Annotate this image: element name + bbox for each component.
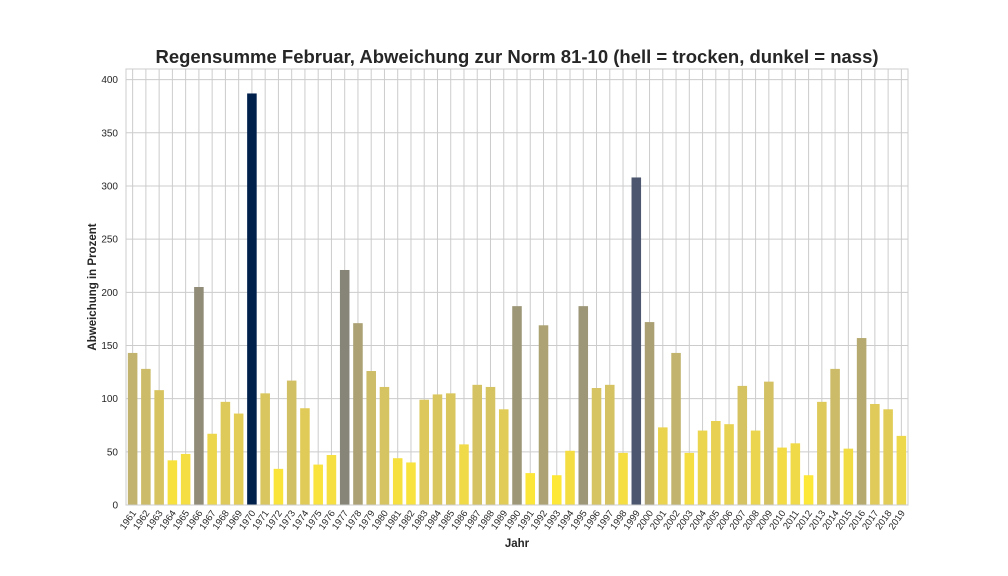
y-tick-label: 0 [112, 501, 118, 512]
bar-1967 [207, 433, 217, 505]
plot-frame [125, 68, 909, 506]
bar-2004 [697, 430, 708, 505]
bar-2017 [870, 403, 880, 505]
bar-1977 [339, 269, 350, 505]
y-tick-label: 400 [101, 75, 118, 86]
bar-1971 [260, 393, 270, 505]
bar-1975 [313, 464, 323, 505]
bar-1966 [194, 287, 204, 505]
bar-1976 [326, 455, 337, 505]
bar-1978 [353, 323, 363, 505]
bar-1986 [459, 444, 469, 505]
bar-1962 [141, 368, 151, 505]
bar-1980 [379, 386, 390, 505]
bar-1994 [565, 450, 575, 505]
bar-2003 [684, 452, 695, 505]
bar-1995 [578, 306, 589, 505]
bar-2002 [671, 352, 681, 505]
bar-1990 [512, 306, 522, 505]
bar-1974 [300, 408, 310, 505]
bar-2007 [737, 385, 748, 505]
bar-1981 [392, 458, 403, 505]
bar-2000 [644, 322, 655, 505]
bar-2010 [777, 447, 787, 505]
bar-1964 [167, 460, 178, 505]
bar-1992 [538, 325, 549, 505]
y-tick-label: 250 [101, 235, 118, 246]
bar-1972 [273, 468, 284, 505]
bar-2001 [658, 427, 668, 505]
y-tick-label: 300 [101, 181, 118, 192]
bar-2018 [883, 409, 893, 505]
y-tick-label: 200 [101, 288, 118, 299]
bar-1998 [618, 452, 628, 505]
chart-title: Regensumme Februar, Abweichung zur Norm … [155, 46, 878, 67]
bar-1997 [605, 384, 615, 505]
bar-1985 [445, 393, 456, 505]
bar-2014 [830, 368, 840, 505]
bar-1963 [154, 390, 164, 505]
bar-2015 [843, 448, 854, 505]
bar-1983 [419, 399, 429, 505]
y-tick-label: 350 [101, 128, 118, 139]
y-tick-label: 150 [101, 341, 118, 352]
bar-1987 [472, 384, 483, 505]
bar-1969 [233, 413, 244, 505]
bar-2006 [724, 424, 734, 505]
y-axis-label: Abweichung in Prozent [87, 223, 99, 350]
bars [127, 93, 907, 506]
bar-1984 [432, 394, 443, 505]
x-tick-labels: 1961196219631964196519661967196819691970… [118, 508, 908, 532]
bar-2013 [817, 401, 827, 505]
bar-2009 [764, 381, 774, 505]
bar-1968 [220, 401, 231, 505]
y-tick-labels: 0 50 100 150 200 250 300 350 400 [101, 75, 118, 511]
bar-1989 [498, 409, 509, 505]
bar-1991 [525, 473, 536, 505]
y-tick-label: 100 [101, 394, 118, 405]
bar-2008 [750, 430, 761, 505]
bar-2016 [856, 338, 867, 505]
x-axis-label: Jahr [505, 538, 530, 550]
bar-1961 [127, 352, 138, 505]
bar-2012 [803, 475, 814, 505]
bar-1993 [551, 475, 562, 505]
bar-2005 [711, 420, 721, 505]
bar-1979 [366, 371, 376, 505]
bar-1970 [247, 93, 257, 506]
bar-1996 [591, 388, 602, 505]
bar-1973 [286, 380, 297, 505]
bar-1999 [631, 177, 642, 505]
bar-1988 [485, 386, 496, 505]
bar-2019 [896, 435, 907, 505]
bar-1982 [406, 462, 416, 505]
bar-2011 [790, 443, 801, 505]
y-tick-label: 50 [107, 447, 119, 458]
bar-1965 [180, 453, 191, 505]
